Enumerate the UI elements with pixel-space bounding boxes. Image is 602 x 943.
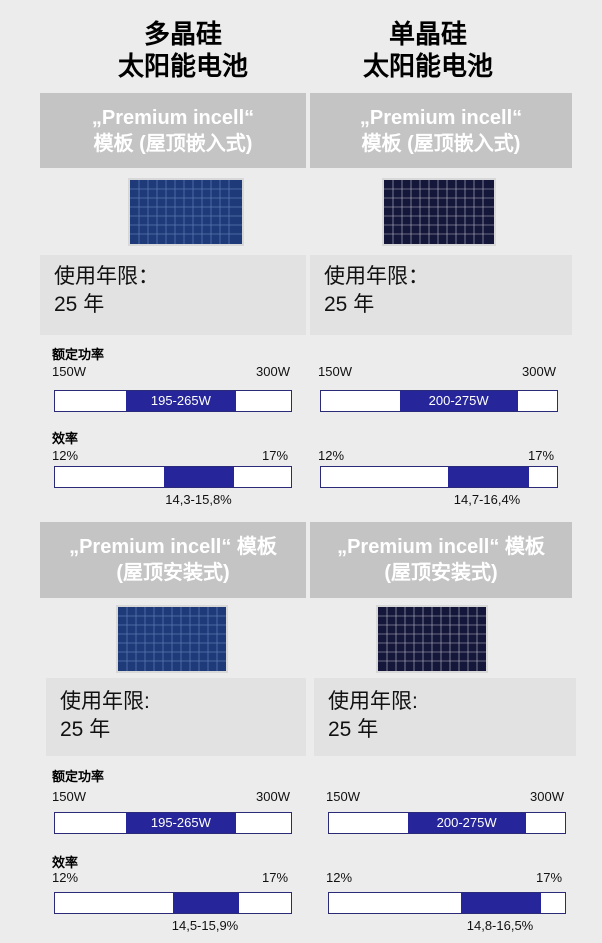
section1-left-eff-range-text: 14,3-15,8% [165, 492, 232, 507]
right-title-line2: 太阳能电池 [362, 51, 493, 81]
section2-left-header-line2: (屋顶安装式) [116, 562, 230, 584]
section1-right-header-line2: 模板 (屋顶嵌入式) [361, 132, 521, 155]
section2-left-lifespan-value: 25 年 [60, 718, 111, 741]
section1-left-lifespan: 使用年限： 25 年 [40, 255, 306, 335]
section2-right-power-bar: 200-275W [328, 812, 566, 834]
section2-left-lifespan-label: 使用年限: [60, 690, 150, 713]
section1-power-label: 额定功率 [52, 347, 105, 362]
section1-left-header-line1: „Premium incell“ [91, 106, 255, 129]
section1-right-lifespan: 使用年限： 25 年 [310, 255, 572, 335]
section2-right-header-line2: (屋顶安装式) [384, 562, 498, 584]
section1-left-power-min: 150W [52, 364, 86, 379]
section2-power-label: 额定功率 [52, 769, 105, 784]
section1-right-power-fill: 200-275W [399, 391, 518, 411]
section2-right-eff-min: 12% [326, 870, 353, 885]
section1-right-eff-bar [320, 466, 558, 488]
section1-left-lifespan-value: 25 年 [54, 293, 105, 316]
section1-left-header-line2: 模板 (屋顶嵌入式) [93, 132, 253, 155]
section2-left-eff-min: 12% [52, 870, 79, 885]
section1-left-lifespan-label: 使用年限： [54, 265, 159, 288]
section2-left-eff-bar [54, 892, 292, 914]
section2-left-power-max: 300W [256, 789, 290, 804]
section1-left-eff-fill [163, 467, 235, 487]
left-title-line2: 太阳能电池 [117, 51, 248, 81]
left-column-title: 多晶硅 太阳能电池 [63, 18, 303, 82]
section1-left-eff-max: 17% [262, 448, 289, 463]
section1-right-power-bar: 200-275W [320, 390, 558, 412]
section2-left-eff-fill [173, 893, 240, 913]
section2-right-eff-max: 17% [536, 870, 563, 885]
section2-right-header-line1: „Premium incell“ 模板 [337, 536, 545, 558]
section1-right-eff-fill [448, 467, 529, 487]
right-title-line1: 单晶硅 [388, 19, 467, 49]
section2-left-eff-range-text: 14,5-15,9% [171, 918, 239, 933]
section2-left-lifespan: 使用年限: 25 年 [46, 678, 306, 756]
section1-right-eff-range-text: 14,7-16,4% [453, 492, 521, 507]
section1-efficiency-label: 效率 [52, 431, 79, 446]
section2-left-power-bar: 195-265W [54, 812, 292, 834]
section2-right-eff-bar [328, 892, 566, 914]
mono-panel-image [382, 178, 496, 246]
section2-left-power-min: 150W [52, 789, 86, 804]
section1-right-lifespan-value: 25 年 [324, 293, 375, 316]
section1-left-power-max: 300W [256, 364, 290, 379]
left-title-line1: 多晶硅 [143, 19, 222, 49]
section2-right-lifespan: 使用年限: 25 年 [314, 678, 576, 756]
section1-right-lifespan-label: 使用年限： [324, 265, 429, 288]
section1-right-power-max: 300W [522, 364, 556, 379]
section2-right-power-max: 300W [530, 789, 564, 804]
section2-left-eff-max: 17% [262, 870, 289, 885]
section2-right-eff-fill [461, 893, 542, 913]
section2-right-eff-range-text: 14,8-16,5% [466, 918, 534, 933]
poly-panel-image-rooftop [116, 605, 228, 673]
section1-left-eff-min: 12% [52, 448, 79, 463]
section1-left-power-fill: 195-265W [125, 391, 236, 411]
section2-right-lifespan-value: 25 年 [328, 718, 379, 741]
section2-right-lifespan-label: 使用年限: [328, 690, 418, 713]
section2-left-header-line1: „Premium incell“ 模板 [69, 536, 277, 558]
poly-panel-image [128, 178, 244, 246]
section1-left-power-bar: 195-265W [54, 390, 292, 412]
section1-right-eff-max: 17% [528, 448, 555, 463]
section1-right-header: „Premium incell“ 模板 (屋顶嵌入式) [310, 93, 572, 168]
section2-right-power-fill: 200-275W [407, 813, 526, 833]
section1-right-power-min: 150W [318, 364, 352, 379]
section1-right-header-line1: „Premium incell“ [359, 106, 523, 129]
mono-panel-image-rooftop [376, 605, 488, 673]
section2-left-power-fill: 195-265W [125, 813, 236, 833]
section1-right-eff-min: 12% [318, 448, 345, 463]
right-column-title: 单晶硅 太阳能电池 [308, 18, 548, 82]
section1-left-eff-bar [54, 466, 292, 488]
section2-efficiency-label: 效率 [52, 855, 79, 870]
section2-right-header: „Premium incell“ 模板 (屋顶安装式) [310, 522, 572, 598]
section1-left-header: „Premium incell“ 模板 (屋顶嵌入式) [40, 93, 306, 168]
section2-left-header: „Premium incell“ 模板 (屋顶安装式) [40, 522, 306, 598]
section2-right-power-min: 150W [326, 789, 360, 804]
